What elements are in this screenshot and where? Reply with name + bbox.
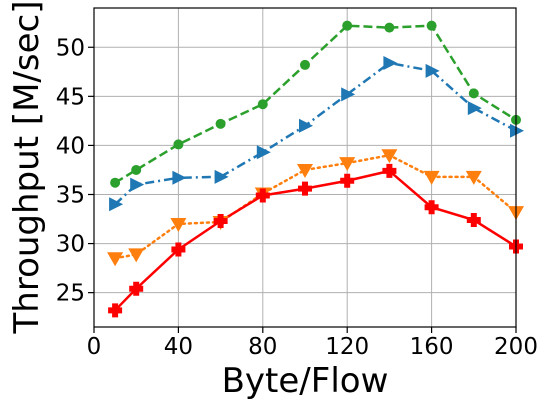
x-tick-label: 0 xyxy=(87,334,102,360)
x-tick-label: 40 xyxy=(164,334,193,360)
data-point-triangle-down xyxy=(297,163,313,178)
series-line-1 xyxy=(114,24,517,184)
y-tick-label: 50 xyxy=(56,35,85,61)
data-point-circle xyxy=(342,20,353,31)
data-point-circle xyxy=(384,22,395,33)
data-point-plus-filled xyxy=(108,303,123,318)
series-line-4 xyxy=(114,169,517,312)
data-point-triangle-down xyxy=(170,217,187,232)
x-tick-label: 80 xyxy=(248,334,277,360)
y-axis-label: Throughput [M/sec] xyxy=(7,1,47,335)
data-point-plus-filled xyxy=(382,163,397,178)
x-tick-label: 200 xyxy=(494,334,538,360)
data-point-circle xyxy=(131,164,142,175)
data-point-circle xyxy=(426,20,437,31)
data-point-triangle-down xyxy=(339,157,356,172)
x-tick-label: 160 xyxy=(410,334,454,360)
data-point-triangle-down xyxy=(381,149,398,164)
data-point-plus-filled xyxy=(340,173,355,188)
data-point-triangle-down xyxy=(423,170,440,185)
y-tick-label: 35 xyxy=(56,182,85,208)
data-point-triangle-right xyxy=(510,123,524,138)
y-tick-label: 40 xyxy=(56,133,85,159)
data-point-triangle-right xyxy=(256,145,271,160)
data-point-plus-filled xyxy=(424,200,439,215)
data-point-circle xyxy=(468,88,479,99)
data-point-triangle-right xyxy=(214,169,229,184)
data-point-circle xyxy=(110,177,121,188)
y-tick-label: 30 xyxy=(56,232,85,258)
plot-frame xyxy=(93,7,517,328)
y-tick-label: 45 xyxy=(56,84,85,110)
data-point-triangle-right xyxy=(425,63,440,78)
data-point-triangle-right xyxy=(341,87,356,102)
data-point-plus-filled xyxy=(298,181,312,196)
data-point-triangle-right xyxy=(172,170,187,185)
data-point-circle xyxy=(257,99,268,110)
data-point-plus-filled xyxy=(171,242,186,257)
data-point-plus-filled xyxy=(129,281,144,296)
data-point-triangle-right xyxy=(467,101,482,116)
data-point-plus-filled xyxy=(255,188,270,203)
x-tick-label: 120 xyxy=(325,334,369,360)
data-point-triangle-right xyxy=(383,55,398,70)
data-point-triangle-right xyxy=(130,177,145,192)
axis-ticks: 0 40 80 120 160 200 25 30 35 40 45 50 xyxy=(56,35,538,360)
series-line-3 xyxy=(113,153,518,260)
data-point-triangle-down xyxy=(107,252,124,267)
series-lines xyxy=(113,24,518,312)
data-point-circle xyxy=(215,118,226,129)
data-point-triangle-down xyxy=(465,170,482,185)
y-tick-label: 25 xyxy=(56,281,85,307)
data-point-triangle-right xyxy=(299,118,313,133)
data-point-triangle-right xyxy=(109,197,124,212)
data-point-circle xyxy=(173,139,184,150)
x-axis-label: Byte/Flow xyxy=(222,361,389,401)
data-point-triangle-down xyxy=(128,248,145,263)
data-point-plus-filled xyxy=(466,213,481,228)
data-point-circle xyxy=(300,59,310,70)
data-point-plus-filled xyxy=(213,213,228,228)
series-markers xyxy=(107,20,524,318)
